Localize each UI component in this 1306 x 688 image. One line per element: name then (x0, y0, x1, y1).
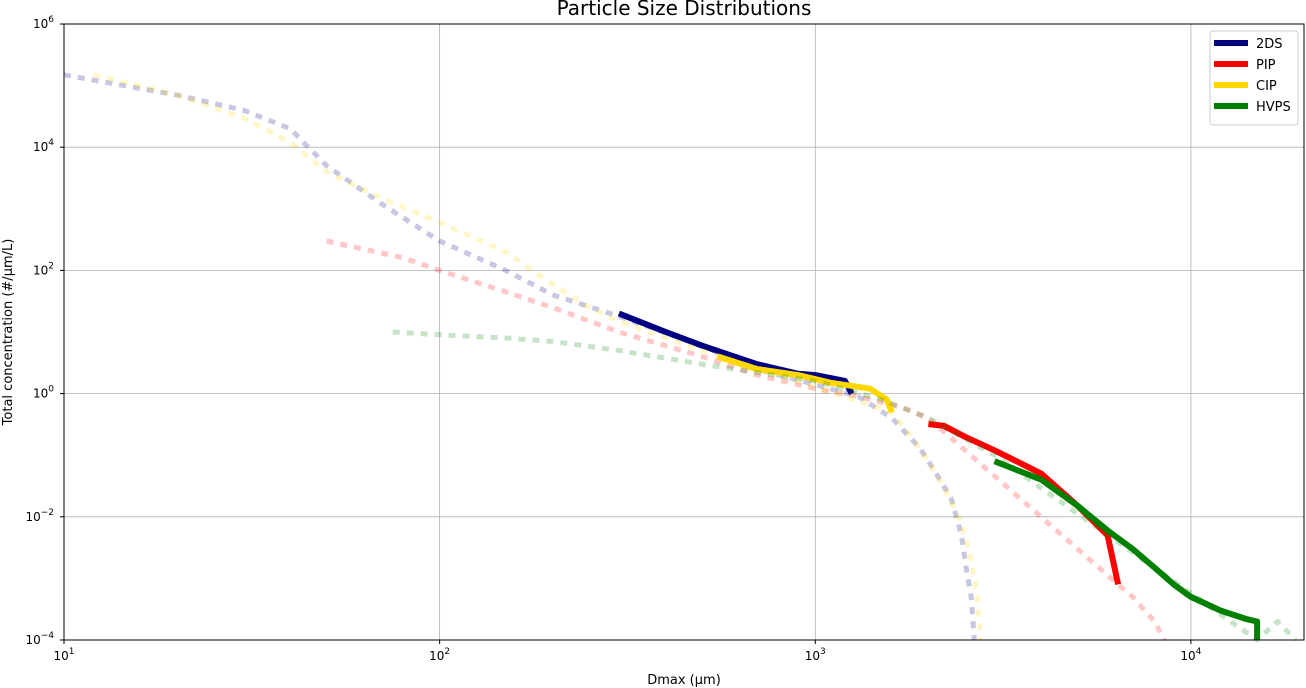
legend-label-2ds: 2DS (1256, 37, 1283, 52)
x-tick-label-1: 102 (429, 647, 450, 663)
x-tick-label-2: 103 (805, 647, 826, 663)
y-tick-label-3: 102 (33, 261, 54, 277)
chart-title: Particle Size Distributions (557, 0, 812, 20)
y-tick-label-5: 106 (33, 15, 54, 31)
y-tick-label-4: 104 (33, 138, 54, 154)
axis-ticks: 101 102 103 104 10−4 10−2 100 102 104 106 (25, 15, 1201, 663)
series-hvps-solid-line (993, 458, 1261, 640)
series-cip-dotted-line (93, 72, 983, 641)
legend: 2DS PIP CIP HVPS (1209, 30, 1299, 126)
series-pip-dotted-line (326, 238, 1167, 642)
y-tick-label-1: 10−2 (25, 508, 54, 524)
x-tick-label-0: 101 (53, 647, 74, 663)
y-tick-label-0: 10−4 (25, 631, 54, 647)
grid-lines (64, 24, 1304, 640)
series-2ds-solid-line (617, 310, 855, 396)
legend-label-hvps: HVPS (1256, 100, 1291, 115)
plot-frame (63, 23, 1305, 641)
series-lines (63, 72, 1298, 643)
x-axis-label: Dmax (μm) (647, 673, 721, 688)
y-tick-label-2: 100 (33, 385, 54, 401)
x-tick-label-3: 104 (1180, 647, 1201, 663)
legend-label-cip: CIP (1256, 79, 1277, 94)
legend-box (1209, 30, 1299, 126)
series-pip-solid-line (928, 421, 1122, 586)
series-cip-solid-line (716, 353, 895, 414)
series-2ds-dotted-line (63, 72, 977, 641)
y-axis-label: Total concentration (#/μm/L) (1, 239, 16, 427)
legend-label-pip: PIP (1256, 58, 1276, 73)
